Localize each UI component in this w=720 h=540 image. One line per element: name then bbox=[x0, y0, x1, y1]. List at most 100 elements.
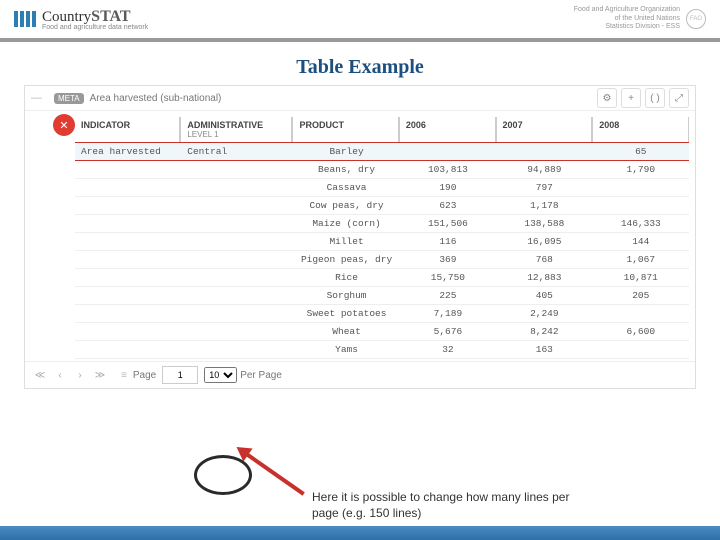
col-admin-label: ADMINISTRATIVE bbox=[187, 120, 263, 130]
collapse-icon[interactable]: — bbox=[31, 92, 42, 104]
col-indicator[interactable]: INDICATOR bbox=[75, 117, 180, 142]
cell-product: Cow peas, dry bbox=[293, 197, 399, 214]
col-product[interactable]: PRODUCT bbox=[292, 117, 398, 142]
table-row[interactable]: Sorghum225405205 bbox=[75, 287, 689, 305]
share-button[interactable]: ✕ bbox=[53, 114, 75, 136]
cell-y2008: 205 bbox=[593, 287, 689, 304]
table-row[interactable]: Rice15,75012,88310,871 bbox=[75, 269, 689, 287]
cell-product: Maize (corn) bbox=[293, 215, 399, 232]
col-2008[interactable]: 2008 bbox=[592, 117, 689, 142]
pager-first-button[interactable]: ≪ bbox=[33, 370, 47, 381]
cell-admin: Central bbox=[181, 143, 293, 160]
cell-admin bbox=[181, 179, 293, 196]
cell-y2006: 225 bbox=[400, 287, 496, 304]
cell-admin bbox=[181, 215, 293, 232]
table-row[interactable]: Pigeon peas, dry3697681,067 bbox=[75, 251, 689, 269]
cell-indicator bbox=[75, 161, 181, 178]
expand-icon: ⤢ bbox=[675, 93, 683, 104]
cell-indicator bbox=[75, 305, 181, 322]
col-admin-sub: LEVEL 1 bbox=[187, 130, 218, 139]
table-header: INDICATOR ADMINISTRATIVE LEVEL 1 PRODUCT… bbox=[75, 117, 689, 142]
col-admin[interactable]: ADMINISTRATIVE LEVEL 1 bbox=[180, 117, 292, 142]
logo-bars-icon bbox=[14, 11, 36, 27]
paren-button[interactable]: ( ) bbox=[645, 88, 665, 108]
table-row[interactable]: Millet11616,095144 bbox=[75, 233, 689, 251]
fao-attribution: Food and Agriculture Organization of the… bbox=[574, 6, 706, 31]
pager-last-button[interactable]: ≫ bbox=[93, 370, 107, 381]
cell-y2007: 8,242 bbox=[496, 323, 592, 340]
col-2006[interactable]: 2006 bbox=[399, 117, 496, 142]
paren-icon: ( ) bbox=[650, 93, 659, 104]
cell-indicator bbox=[75, 179, 181, 196]
cell-y2006: 369 bbox=[400, 251, 496, 268]
cell-admin bbox=[181, 233, 293, 250]
cell-indicator bbox=[75, 323, 181, 340]
header: CountrySTAT Food and agriculture data ne… bbox=[0, 0, 720, 42]
table-row[interactable]: Beans, dry103,81394,8891,790 bbox=[75, 161, 689, 179]
cell-indicator: Area harvested bbox=[75, 143, 181, 160]
pager: ≪ ‹ › ≫ ≡ Page 10 Per Page bbox=[25, 361, 695, 388]
cell-y2008 bbox=[593, 197, 689, 214]
table-row[interactable]: Wheat5,6768,2426,600 bbox=[75, 323, 689, 341]
logo-main: Country bbox=[42, 9, 91, 25]
slide-title: Table Example bbox=[0, 56, 720, 79]
cell-product: Yams bbox=[293, 341, 399, 358]
table-row[interactable]: Cassava190797 bbox=[75, 179, 689, 197]
cell-admin bbox=[181, 305, 293, 322]
cell-y2006: 5,676 bbox=[400, 323, 496, 340]
cell-y2008: 144 bbox=[593, 233, 689, 250]
cell-indicator bbox=[75, 197, 181, 214]
settings-button[interactable]: ⚙ bbox=[597, 88, 617, 108]
cell-y2008: 10,871 bbox=[593, 269, 689, 286]
annotation-arrow bbox=[245, 452, 305, 495]
table-row[interactable]: Sweet potatoes7,1892,249 bbox=[75, 305, 689, 323]
fao-line1: Food and Agriculture Organization bbox=[574, 6, 680, 14]
perpage-label: Per Page bbox=[240, 370, 282, 381]
cell-y2007: 797 bbox=[496, 179, 592, 196]
col-2007[interactable]: 2007 bbox=[496, 117, 593, 142]
cell-product: Beans, dry bbox=[293, 161, 399, 178]
annotation-caption: Here it is possible to change how many l… bbox=[312, 490, 592, 521]
logo: CountrySTAT Food and agriculture data ne… bbox=[14, 8, 148, 31]
cell-admin bbox=[181, 287, 293, 304]
cell-y2007: 94,889 bbox=[496, 161, 592, 178]
pager-next-button[interactable]: › bbox=[73, 370, 87, 381]
cell-y2007: 163 bbox=[496, 341, 592, 358]
cell-y2008: 1,790 bbox=[593, 161, 689, 178]
cell-y2007: 2,249 bbox=[496, 305, 592, 322]
logo-stat: STAT bbox=[91, 8, 130, 25]
logo-subtitle: Food and agriculture data network bbox=[42, 24, 148, 31]
pager-page-input[interactable] bbox=[162, 366, 198, 384]
cell-y2008: 146,333 bbox=[593, 215, 689, 232]
table-row[interactable]: Yams32163 bbox=[75, 341, 689, 359]
panel-subtitle: Area harvested (sub-national) bbox=[90, 93, 222, 104]
cell-y2006 bbox=[400, 143, 496, 160]
cell-y2008: 6,600 bbox=[593, 323, 689, 340]
table-row[interactable]: Maize (corn)151,506138,588146,333 bbox=[75, 215, 689, 233]
cell-product: Sorghum bbox=[293, 287, 399, 304]
cell-product: Cassava bbox=[293, 179, 399, 196]
cell-y2008: 65 bbox=[593, 143, 689, 160]
cell-admin bbox=[181, 251, 293, 268]
table: INDICATOR ADMINISTRATIVE LEVEL 1 PRODUCT… bbox=[25, 111, 695, 361]
cell-admin bbox=[181, 341, 293, 358]
perpage-select[interactable]: 10 bbox=[204, 367, 237, 383]
panel-toolbar: — META Area harvested (sub-national) ⚙ +… bbox=[25, 86, 695, 111]
table-row[interactable]: Cow peas, dry6231,178 bbox=[75, 197, 689, 215]
cell-y2006: 190 bbox=[400, 179, 496, 196]
cell-indicator bbox=[75, 287, 181, 304]
gear-icon: ⚙ bbox=[603, 93, 612, 104]
cell-y2006: 7,189 bbox=[400, 305, 496, 322]
cell-y2006: 103,813 bbox=[400, 161, 496, 178]
add-button[interactable]: + bbox=[621, 88, 641, 108]
cell-admin bbox=[181, 323, 293, 340]
cell-indicator bbox=[75, 215, 181, 232]
pager-prev-button[interactable]: ‹ bbox=[53, 370, 67, 381]
cell-admin bbox=[181, 269, 293, 286]
share-icon: ✕ bbox=[59, 119, 68, 132]
perpage-control: 10 Per Page bbox=[204, 367, 282, 383]
cell-product: Sweet potatoes bbox=[293, 305, 399, 322]
meta-badge: META bbox=[54, 93, 84, 104]
table-row[interactable]: Area harvestedCentralBarley65 bbox=[75, 142, 689, 161]
expand-button[interactable]: ⤢ bbox=[669, 88, 689, 108]
